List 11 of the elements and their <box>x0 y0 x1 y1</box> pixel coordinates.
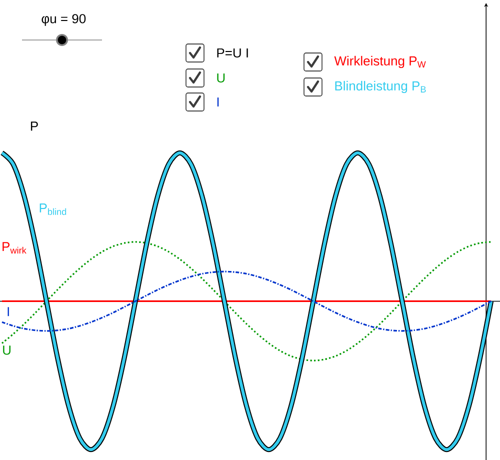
text: P <box>30 122 38 131</box>
series-label: P$_{blind}$ <box>40 203 66 215</box>
text: P=U I <box>217 48 248 58</box>
text: P$_{wirk}$ <box>2 242 26 254</box>
text: Wirkleistung P$_{W}$ <box>334 56 426 68</box>
series-label: I <box>8 307 9 316</box>
text: φu = 90 <box>42 14 86 26</box>
series-label: U <box>3 346 10 355</box>
text: I <box>217 98 219 106</box>
text: Blindleistung P$_{B}$ <box>335 80 426 94</box>
text: U <box>217 73 225 83</box>
